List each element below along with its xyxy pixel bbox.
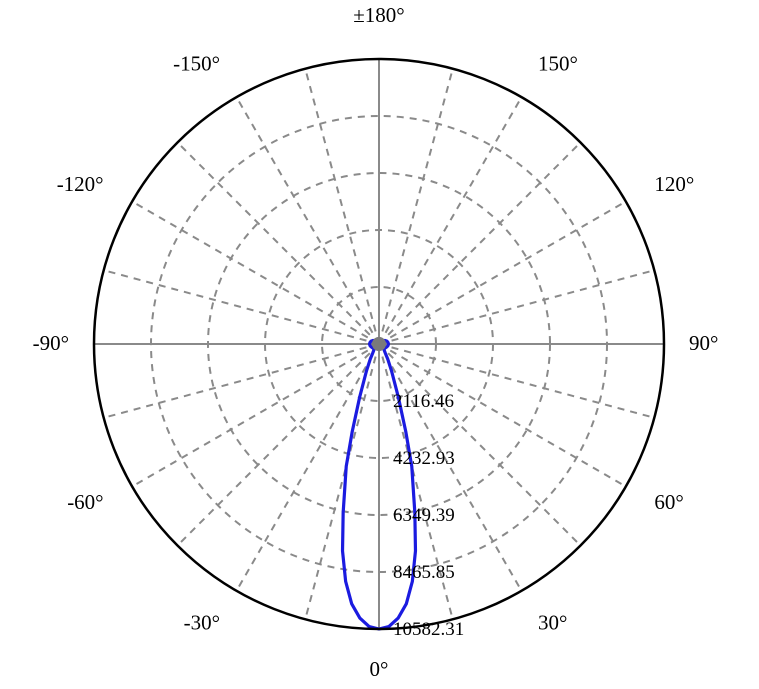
radial-label: 8465.85 [393,562,455,583]
angle-label: -30° [184,610,220,634]
angle-label: 60° [654,490,683,514]
angle-label: 90° [689,331,718,355]
radial-label: 6349.39 [393,505,455,526]
radial-label: 4232.93 [393,448,455,469]
center-dot [372,337,386,351]
angle-label: ±180° [353,3,404,27]
radial-label: 10582.31 [393,619,464,640]
angle-label: -60° [67,490,103,514]
angle-label: -120° [57,172,104,196]
angle-label: 30° [538,610,567,634]
radial-label: 2116.46 [393,391,454,412]
angle-label: -90° [33,331,69,355]
angle-label: 120° [654,172,694,196]
polar-chart: 2116.46 4232.93 6349.39 8465.85 10582.310° 30… [0,0,759,689]
angle-label: 150° [538,52,578,76]
angle-label: -150° [173,52,220,76]
angle-label: 0° [370,657,389,681]
